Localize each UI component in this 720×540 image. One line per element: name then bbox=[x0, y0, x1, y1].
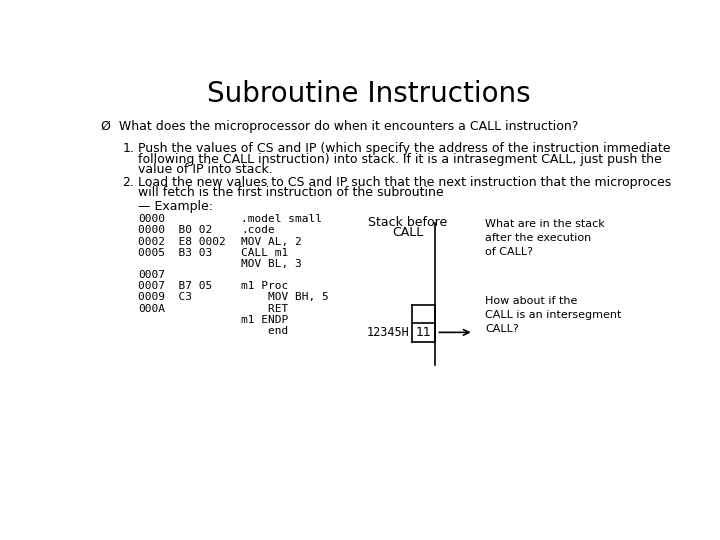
Text: How about if the
CALL is an intersegment
CALL?: How about if the CALL is an intersegment… bbox=[485, 296, 621, 334]
Text: .model small: .model small bbox=[241, 214, 322, 224]
Text: m1 Proc: m1 Proc bbox=[241, 281, 289, 291]
Text: RET: RET bbox=[241, 303, 289, 314]
Text: Stack before: Stack before bbox=[368, 217, 447, 230]
Text: Load the new values to CS and IP such that the next instruction that the micropr: Load the new values to CS and IP such th… bbox=[138, 176, 671, 188]
Text: following the CALL instruction) into stack. If it is a intrasegment CALL, just p: following the CALL instruction) into sta… bbox=[138, 153, 662, 166]
Text: 0007: 0007 bbox=[138, 270, 165, 280]
Text: m1 ENDP: m1 ENDP bbox=[241, 315, 289, 325]
Text: CALL: CALL bbox=[392, 226, 423, 240]
Text: — Example:: — Example: bbox=[138, 200, 213, 213]
Text: 0002  E8 0002: 0002 E8 0002 bbox=[138, 237, 226, 246]
Text: 0000: 0000 bbox=[138, 214, 165, 224]
Text: Ø  What does the microprocessor do when it encounters a CALL instruction?: Ø What does the microprocessor do when i… bbox=[101, 120, 578, 133]
Text: Push the values of CS and IP (which specify the address of the instruction immed: Push the values of CS and IP (which spec… bbox=[138, 142, 670, 155]
Text: 11: 11 bbox=[415, 326, 431, 339]
Text: 0005  B3 03: 0005 B3 03 bbox=[138, 248, 212, 258]
Text: What are in the stack
after the execution
of CALL?: What are in the stack after the executio… bbox=[485, 219, 605, 257]
Text: .code: .code bbox=[241, 225, 275, 235]
Text: 0000  B0 02: 0000 B0 02 bbox=[138, 225, 212, 235]
Text: end: end bbox=[241, 326, 289, 336]
Text: 2.: 2. bbox=[122, 176, 135, 188]
Text: 0009  C3: 0009 C3 bbox=[138, 292, 192, 302]
Text: 000A: 000A bbox=[138, 303, 165, 314]
Text: value of IP into stack.: value of IP into stack. bbox=[138, 164, 273, 177]
Text: 0007  B7 05: 0007 B7 05 bbox=[138, 281, 212, 291]
Text: Subroutine Instructions: Subroutine Instructions bbox=[207, 80, 531, 108]
Text: MOV BL, 3: MOV BL, 3 bbox=[241, 259, 302, 269]
Text: CALL m1: CALL m1 bbox=[241, 248, 289, 258]
Text: 1.: 1. bbox=[122, 142, 135, 155]
Text: MOV AL, 2: MOV AL, 2 bbox=[241, 237, 302, 246]
Text: MOV BH, 5: MOV BH, 5 bbox=[241, 292, 329, 302]
Text: will fetch is the first instruction of the subroutine: will fetch is the first instruction of t… bbox=[138, 186, 444, 199]
Text: 12345H: 12345H bbox=[366, 326, 409, 339]
